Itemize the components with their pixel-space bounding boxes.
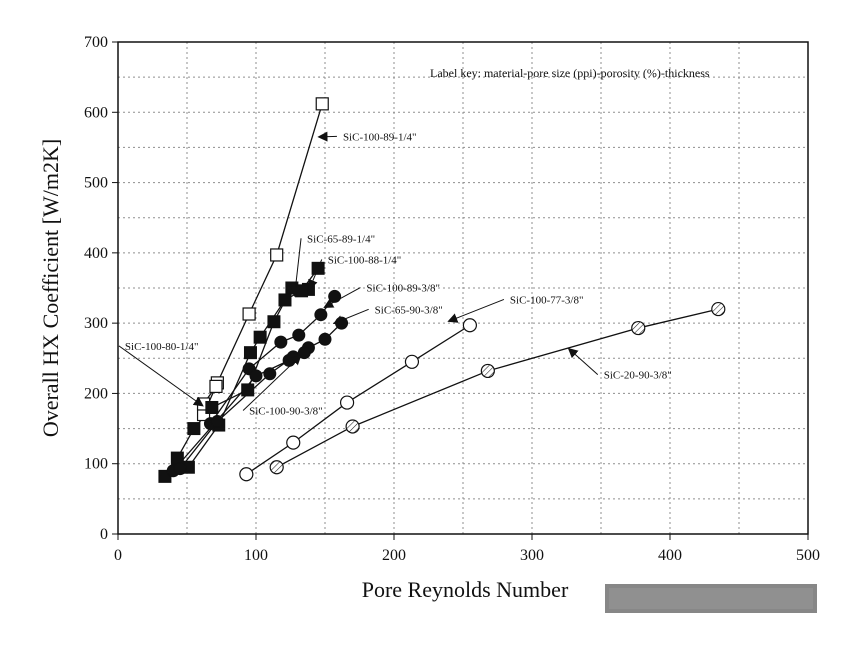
sic-100-89-1-4in-point <box>315 97 329 111</box>
annotation-label: SiC-100-89-1/4" <box>343 131 417 143</box>
sic-20-90-3-8in-point <box>711 301 726 317</box>
y-axis-tick-label: 0 <box>100 526 108 543</box>
annotation-leader <box>332 308 369 325</box>
sic-100-89-3-8in-point <box>314 308 328 322</box>
annotation-label: SiC-65-90-3/8" <box>375 304 443 316</box>
y-axis-ticks: 0 100 200 300 400 500 600 700 <box>84 34 118 543</box>
sic-65-89-1-4in-point <box>187 422 201 436</box>
x-axis-tick-label: 0 <box>114 547 122 564</box>
sic-65-90-3-8in-point <box>318 332 332 346</box>
plot-frame <box>117 41 809 535</box>
x-axis-tick-label: 500 <box>796 547 820 564</box>
y-axis-tick-label: 600 <box>84 104 108 121</box>
annotation-label: SiC-100-77-3/8" <box>510 294 584 306</box>
sic-20-90-3-8in-point <box>631 320 646 336</box>
y-axis-tick-label: 400 <box>84 245 108 262</box>
sic-100-89-3-8in-point <box>292 328 306 342</box>
sic-100-90-3-8in-point <box>263 367 277 381</box>
sic-20-90-3-8in-line <box>276 308 719 468</box>
annotation-label: SiC-100-88-1/4" <box>328 254 402 266</box>
annotation-layer: SiC-100-89-1/4" SiC-65-89-1/4" SiC-100-88-… <box>118 131 672 418</box>
y-axis-tick-label: 300 <box>84 315 108 332</box>
sic-65-89-1-4in-point <box>267 315 281 329</box>
sic-100-77-3-8in-point <box>239 467 254 482</box>
series-markers-layer <box>158 97 726 483</box>
decorative-scan-block <box>605 584 817 613</box>
sic-100-90-3-8in-point <box>210 415 224 429</box>
annotation-label: SiC-20-90-3/8" <box>604 370 672 382</box>
sic-65-89-1-4in-point <box>205 400 219 414</box>
sic-100-89-1-4in-line <box>202 103 323 415</box>
sic-65-89-1-4in-point <box>241 383 255 397</box>
sic-65-90-3-8in-point <box>249 369 263 383</box>
annotation-label: SiC-65-89-1/4" <box>307 233 375 245</box>
sic-100-89-3-8in-point <box>274 335 288 349</box>
annotation-label: SiC-100-80-1/4" <box>125 341 199 353</box>
sic-100-80-1-4in-point <box>209 379 223 393</box>
sic-100-90-3-8in-point <box>173 462 187 476</box>
x-axis-tick-label: 200 <box>382 547 406 564</box>
sic-100-89-3-8in-point <box>328 289 342 303</box>
sic-100-88-1-4in-point <box>243 346 257 360</box>
sic-20-90-3-8in-point <box>480 363 495 379</box>
annotation-label: SiC-100-90-3/8" <box>249 406 323 418</box>
annotation-leader <box>290 238 302 298</box>
series-lines-layer <box>164 103 719 477</box>
sic-100-77-3-8in-point <box>404 354 420 369</box>
label-key-note: Label key: material-pore size (ppi)-poro… <box>430 66 710 80</box>
sic-100-77-3-8in-point <box>462 318 477 333</box>
y-axis-tick-label: 500 <box>84 175 108 192</box>
x-axis-tick-label: 300 <box>520 547 544 564</box>
x-axis-title: Pore Reynolds Number <box>362 577 569 602</box>
y-axis-tick-label: 200 <box>84 385 108 402</box>
x-axis-tick-label: 400 <box>658 547 682 564</box>
x-axis-ticks: 0 100 200 300 400 500 <box>114 534 820 564</box>
grid-layer <box>117 41 809 535</box>
annotation-leader <box>118 345 204 407</box>
sic-65-89-1-4in-point <box>170 451 184 465</box>
annotation-leader <box>308 259 323 290</box>
annotation-leader <box>567 347 599 376</box>
sic-20-90-3-8in-point <box>345 419 360 434</box>
sic-100-77-3-8in-point <box>286 435 301 450</box>
sic-100-77-3-8in-point <box>339 395 355 410</box>
sic-100-89-1-4in-point <box>242 307 256 321</box>
x-axis-tick-label: 100 <box>244 547 268 564</box>
sic-100-88-1-4in-point <box>253 330 267 344</box>
annotation-label: SiC-100-89-3/8" <box>366 283 440 295</box>
sic-100-90-3-8in-point <box>286 350 300 364</box>
annotation-leader <box>242 354 302 411</box>
sic-100-88-1-4in-point <box>295 284 309 298</box>
sic-100-89-1-4in-point <box>270 248 284 262</box>
y-axis-title: Overall HX Coefficient [W/m2K] <box>38 139 63 437</box>
sic-100-88-1-4in-point <box>278 293 292 307</box>
annotation-leader <box>323 287 361 308</box>
sic-20-90-3-8in-point <box>269 460 284 475</box>
y-axis-tick-label: 100 <box>84 456 108 473</box>
y-axis-tick-label: 700 <box>84 34 108 51</box>
sic-65-89-1-4in-line <box>164 287 309 477</box>
annotation-leader <box>447 298 505 323</box>
